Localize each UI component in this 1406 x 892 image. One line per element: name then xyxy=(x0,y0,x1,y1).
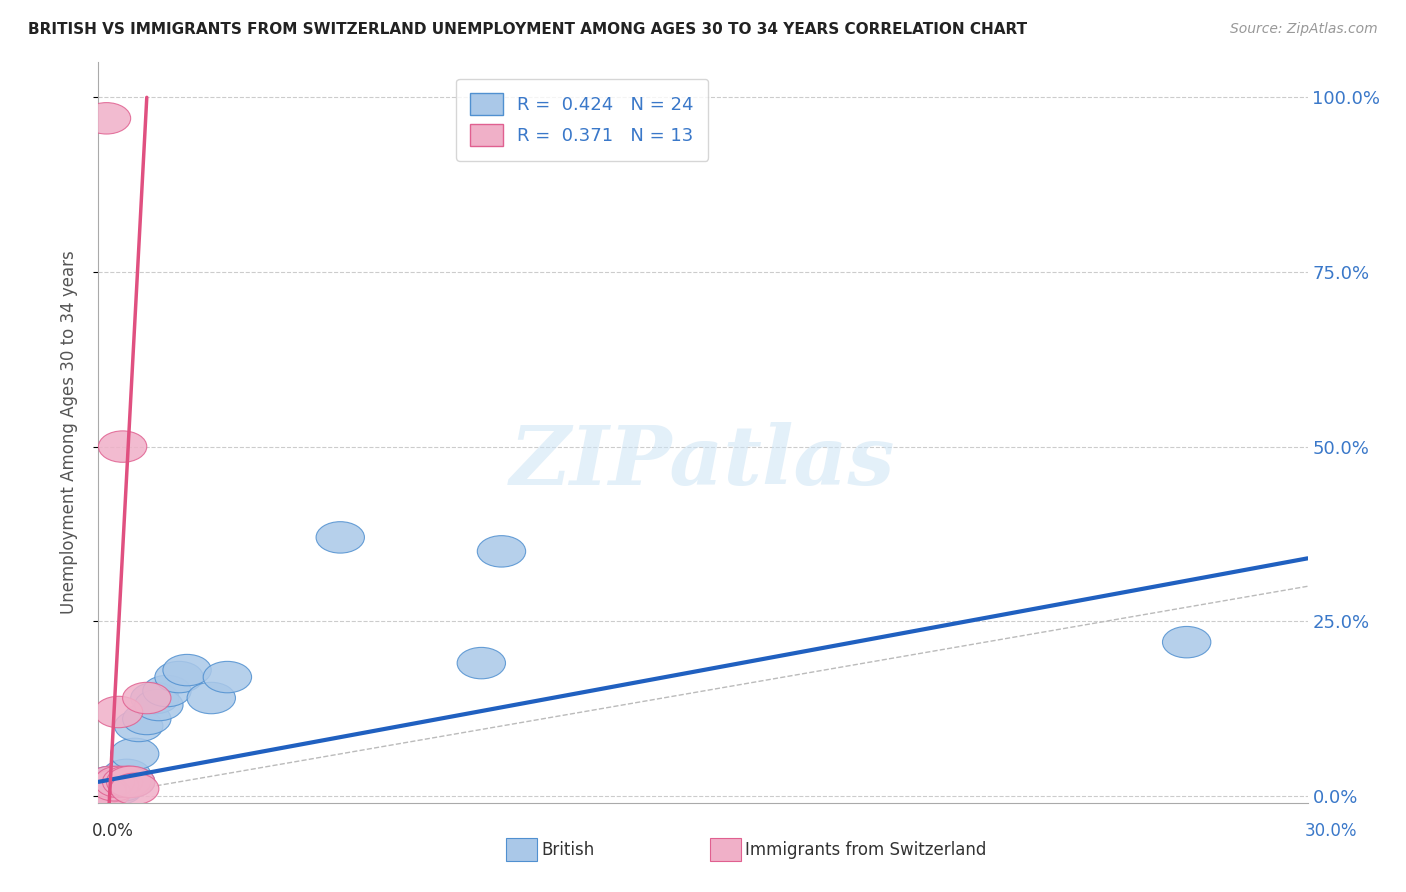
Ellipse shape xyxy=(131,682,179,714)
Y-axis label: Unemployment Among Ages 30 to 34 years: Unemployment Among Ages 30 to 34 years xyxy=(59,251,77,615)
Text: 0.0%: 0.0% xyxy=(91,822,134,840)
Ellipse shape xyxy=(98,431,146,462)
Ellipse shape xyxy=(122,703,172,735)
Text: Immigrants from Switzerland: Immigrants from Switzerland xyxy=(745,841,987,859)
Ellipse shape xyxy=(98,770,146,801)
Ellipse shape xyxy=(155,661,204,693)
Ellipse shape xyxy=(111,739,159,770)
Ellipse shape xyxy=(187,682,235,714)
Ellipse shape xyxy=(135,690,183,721)
Ellipse shape xyxy=(204,661,252,693)
Ellipse shape xyxy=(143,675,191,706)
Ellipse shape xyxy=(90,770,139,801)
Ellipse shape xyxy=(86,766,135,797)
Legend: R =  0.424   N = 24, R =  0.371   N = 13: R = 0.424 N = 24, R = 0.371 N = 13 xyxy=(456,78,709,161)
Ellipse shape xyxy=(83,103,131,134)
Ellipse shape xyxy=(457,648,506,679)
Text: British: British xyxy=(541,841,595,859)
Ellipse shape xyxy=(86,766,135,797)
Ellipse shape xyxy=(94,773,143,805)
Ellipse shape xyxy=(79,777,127,808)
Ellipse shape xyxy=(86,773,135,805)
Ellipse shape xyxy=(163,655,211,686)
Ellipse shape xyxy=(83,777,131,808)
Ellipse shape xyxy=(103,766,150,797)
Ellipse shape xyxy=(94,766,143,797)
Text: Source: ZipAtlas.com: Source: ZipAtlas.com xyxy=(1230,22,1378,37)
Ellipse shape xyxy=(111,773,159,805)
Ellipse shape xyxy=(79,773,127,805)
Text: ZIPatlas: ZIPatlas xyxy=(510,422,896,502)
Ellipse shape xyxy=(107,766,155,797)
Ellipse shape xyxy=(1163,626,1211,658)
Ellipse shape xyxy=(122,682,172,714)
Ellipse shape xyxy=(94,697,143,728)
Ellipse shape xyxy=(477,535,526,567)
Ellipse shape xyxy=(83,773,131,805)
Text: BRITISH VS IMMIGRANTS FROM SWITZERLAND UNEMPLOYMENT AMONG AGES 30 TO 34 YEARS CO: BRITISH VS IMMIGRANTS FROM SWITZERLAND U… xyxy=(28,22,1028,37)
Ellipse shape xyxy=(103,759,150,790)
Ellipse shape xyxy=(94,766,143,797)
Ellipse shape xyxy=(114,710,163,741)
Ellipse shape xyxy=(316,522,364,553)
Ellipse shape xyxy=(79,777,127,808)
Ellipse shape xyxy=(90,770,139,801)
Text: 30.0%: 30.0% xyxy=(1305,822,1357,840)
Ellipse shape xyxy=(107,766,155,797)
